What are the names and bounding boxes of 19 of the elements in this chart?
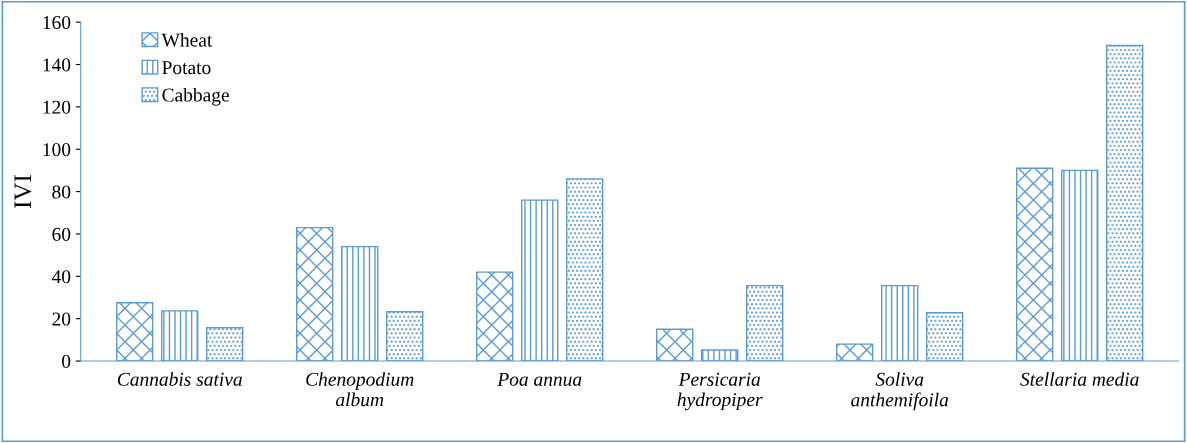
y-tick-label: 100 bbox=[43, 143, 71, 157]
x-tick-label: Cannabis sativa bbox=[117, 372, 242, 386]
x-tick-label: Stellaria media bbox=[1020, 372, 1139, 386]
x-tick-label: Soliva anthemifoila bbox=[851, 372, 949, 411]
y-tick-label: 140 bbox=[43, 58, 71, 72]
x-tick-label: Chenopodium album bbox=[306, 372, 414, 407]
y-tick-label: 40 bbox=[51, 270, 71, 284]
legend-label: Potato bbox=[162, 61, 211, 75]
y-tick-label: 160 bbox=[43, 15, 71, 30]
x-tick-label: Persicaria hydropiper bbox=[677, 372, 763, 411]
y-tick-label: 0 bbox=[62, 354, 71, 368]
y-tick-label: 80 bbox=[52, 185, 71, 199]
y-tick-label: 20 bbox=[52, 312, 71, 326]
y-axis-title: IVI bbox=[14, 175, 32, 209]
x-tick-label: Poa annua bbox=[497, 372, 582, 386]
legend-label: Wheat bbox=[161, 32, 213, 47]
y-tick-label: 120 bbox=[43, 100, 71, 114]
legend-label: Cabbage bbox=[162, 87, 229, 106]
y-tick-label: 60 bbox=[52, 227, 71, 241]
